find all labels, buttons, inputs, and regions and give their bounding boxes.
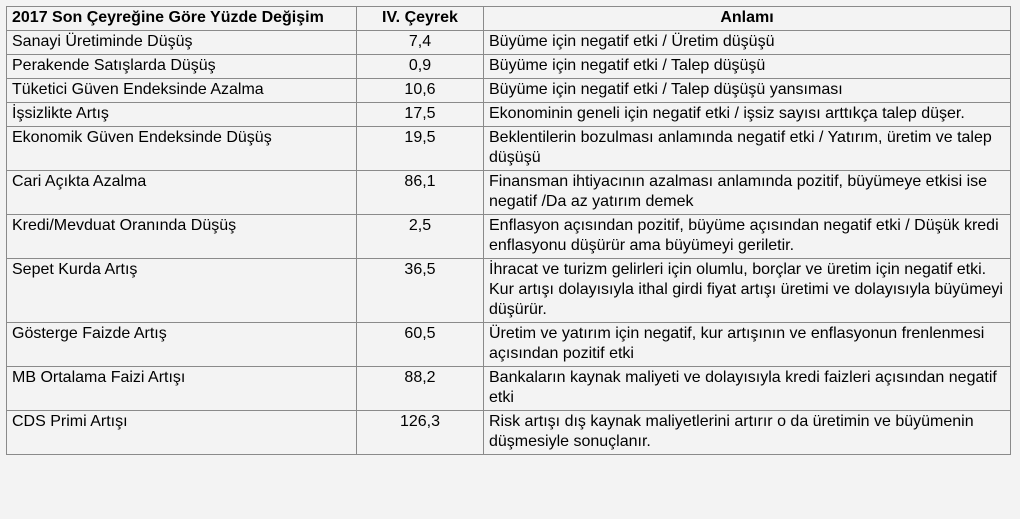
row-label: Kredi/Mevduat Oranında Düşüş <box>6 214 357 259</box>
row-meaning: Büyüme için negatif etki / Talep düşüşü <box>483 54 1011 79</box>
table-row: Perakende Satışlarda Düşüş 0,9 Büyüme iç… <box>6 54 1011 79</box>
row-label: Tüketici Güven Endeksinde Azalma <box>6 78 357 103</box>
row-label: MB Ortalama Faizi Artışı <box>6 366 357 411</box>
table-row: MB Ortalama Faizi Artışı 88,2 Bankaların… <box>6 366 1011 411</box>
indicator-table: 2017 Son Çeyreğine Göre Yüzde Değişim IV… <box>6 6 1011 455</box>
row-meaning: Büyüme için negatif etki / Üretim düşüşü <box>483 30 1011 55</box>
row-label: Sepet Kurda Artış <box>6 258 357 323</box>
row-value: 19,5 <box>356 126 484 171</box>
table-row: Kredi/Mevduat Oranında Düşüş 2,5 Enflasy… <box>6 214 1011 259</box>
row-value: 7,4 <box>356 30 484 55</box>
header-change: 2017 Son Çeyreğine Göre Yüzde Değişim <box>6 6 357 31</box>
row-meaning: Risk artışı dış kaynak maliyetlerini art… <box>483 410 1011 455</box>
row-meaning: Finansman ihtiyacının azalması anlamında… <box>483 170 1011 215</box>
row-label: Gösterge Faizde Artış <box>6 322 357 367</box>
row-meaning: Ekonominin geneli için negatif etki / iş… <box>483 102 1011 127</box>
row-meaning: Büyüme için negatif etki / Talep düşüşü … <box>483 78 1011 103</box>
row-label: Ekonomik Güven Endeksinde Düşüş <box>6 126 357 171</box>
table-row: Sepet Kurda Artış 36,5 İhracat ve turizm… <box>6 258 1011 323</box>
row-value: 60,5 <box>356 322 484 367</box>
table-row: Tüketici Güven Endeksinde Azalma 10,6 Bü… <box>6 78 1011 103</box>
row-label: İşsizlikte Artış <box>6 102 357 127</box>
row-meaning: İhracat ve turizm gelirleri için olumlu,… <box>483 258 1011 323</box>
row-value: 2,5 <box>356 214 484 259</box>
row-label: Cari Açıkta Azalma <box>6 170 357 215</box>
row-value: 126,3 <box>356 410 484 455</box>
row-value: 86,1 <box>356 170 484 215</box>
row-meaning: Üretim ve yatırım için negatif, kur artı… <box>483 322 1011 367</box>
row-meaning: Enflasyon açısından pozitif, büyüme açıs… <box>483 214 1011 259</box>
header-meaning: Anlamı <box>483 6 1011 31</box>
table-row: İşsizlikte Artış 17,5 Ekonominin geneli … <box>6 102 1011 127</box>
row-label: Perakende Satışlarda Düşüş <box>6 54 357 79</box>
header-row: 2017 Son Çeyreğine Göre Yüzde Değişim IV… <box>6 6 1011 31</box>
row-value: 88,2 <box>356 366 484 411</box>
header-quarter: IV. Çeyrek <box>356 6 484 31</box>
row-value: 0,9 <box>356 54 484 79</box>
table-row: CDS Primi Artışı 126,3 Risk artışı dış k… <box>6 410 1011 455</box>
table-row: Sanayi Üretiminde Düşüş 7,4 Büyüme için … <box>6 30 1011 55</box>
table-row: Ekonomik Güven Endeksinde Düşüş 19,5 Bek… <box>6 126 1011 171</box>
row-label: Sanayi Üretiminde Düşüş <box>6 30 357 55</box>
row-meaning: Bankaların kaynak maliyeti ve dolayısıyl… <box>483 366 1011 411</box>
table-row: Cari Açıkta Azalma 86,1 Finansman ihtiya… <box>6 170 1011 215</box>
table-row: Gösterge Faizde Artış 60,5 Üretim ve yat… <box>6 322 1011 367</box>
row-label: CDS Primi Artışı <box>6 410 357 455</box>
row-meaning: Beklentilerin bozulması anlamında negati… <box>483 126 1011 171</box>
row-value: 10,6 <box>356 78 484 103</box>
row-value: 17,5 <box>356 102 484 127</box>
row-value: 36,5 <box>356 258 484 323</box>
